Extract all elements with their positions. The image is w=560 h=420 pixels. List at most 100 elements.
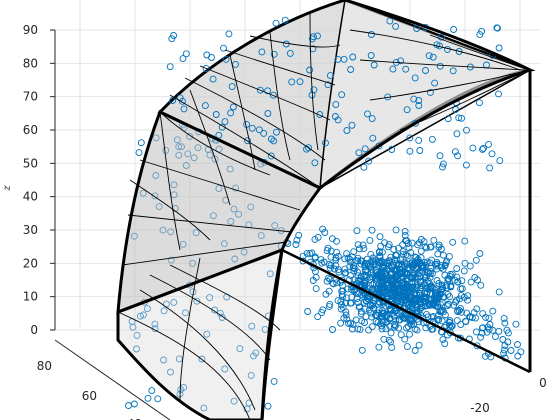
- data-point: [148, 387, 156, 395]
- data-point: [363, 293, 371, 301]
- data-point: [366, 301, 374, 309]
- data-point: [464, 292, 472, 300]
- data-point: [281, 16, 289, 24]
- data-point: [360, 163, 368, 171]
- data-point: [449, 238, 457, 246]
- data-point: [368, 226, 376, 234]
- data-point: [503, 326, 511, 334]
- data-point: [272, 19, 280, 27]
- data-point: [431, 292, 439, 300]
- data-point: [376, 233, 384, 241]
- data-point: [133, 331, 141, 339]
- data-point: [449, 67, 457, 75]
- data-point: [308, 35, 316, 43]
- z-tick-label: 70: [23, 90, 38, 104]
- data-point: [353, 227, 361, 235]
- data-point: [443, 302, 451, 310]
- data-point: [357, 274, 365, 282]
- wedge-mesh-line: [309, 11, 319, 151]
- data-point: [401, 227, 409, 235]
- data-point: [396, 288, 404, 296]
- wedge-mesh-line: [189, 89, 231, 206]
- data-point: [309, 45, 317, 53]
- data-point: [429, 313, 437, 320]
- data-point: [200, 404, 208, 412]
- data-point: [512, 320, 520, 328]
- data-point: [486, 164, 494, 172]
- data-point: [359, 241, 367, 249]
- data-point: [439, 265, 447, 273]
- data-point: [429, 301, 437, 309]
- data-point: [447, 282, 455, 290]
- data-point: [406, 147, 414, 155]
- data-point: [229, 103, 237, 111]
- data-point: [397, 331, 405, 339]
- data-point: [469, 144, 477, 152]
- data-point: [438, 283, 446, 290]
- data-point: [125, 402, 132, 409]
- data-point: [444, 290, 452, 298]
- data-point: [349, 53, 357, 61]
- data-point: [292, 241, 300, 248]
- data-point: [198, 355, 206, 363]
- data-point: [406, 296, 414, 304]
- data-point: [495, 288, 503, 296]
- data-point: [415, 341, 423, 349]
- data-point: [484, 323, 492, 331]
- data-point: [356, 245, 363, 253]
- data-point: [476, 31, 484, 39]
- wedge-mesh-line: [249, 35, 341, 48]
- data-point: [485, 325, 493, 333]
- data-point: [347, 272, 355, 280]
- data-point: [371, 260, 379, 268]
- data-point: [167, 368, 174, 376]
- data-point: [438, 286, 446, 294]
- wedge-mesh-line: [127, 214, 293, 233]
- data-point: [389, 65, 397, 73]
- data-point: [386, 264, 394, 272]
- data-point: [166, 63, 174, 71]
- wedge-edge-back-top: [344, 0, 531, 72]
- data-point: [416, 147, 424, 154]
- data-point: [227, 109, 235, 117]
- wedge-mesh-line: [129, 179, 211, 241]
- data-point: [316, 111, 324, 118]
- data-point: [408, 275, 416, 282]
- data-point: [387, 329, 395, 337]
- data-point: [485, 314, 493, 322]
- data-point: [354, 241, 362, 249]
- data-point: [143, 305, 151, 313]
- x-tick-label: 40: [127, 417, 142, 420]
- data-point: [379, 258, 387, 266]
- data-point: [375, 272, 383, 280]
- data-point: [380, 335, 388, 343]
- data-point: [407, 273, 415, 281]
- data-point: [408, 263, 416, 271]
- data-point: [334, 252, 342, 260]
- data-point: [406, 330, 413, 338]
- data-point: [460, 267, 468, 275]
- data-point: [212, 111, 220, 118]
- data-point: [201, 102, 209, 110]
- data-point: [286, 49, 294, 57]
- data-point: [499, 336, 507, 343]
- wedge-front-faces: [116, 0, 532, 420]
- data-point: [402, 280, 410, 288]
- data-point: [430, 236, 438, 244]
- data-point: [403, 275, 411, 283]
- data-point: [424, 313, 432, 321]
- data-point: [395, 244, 402, 252]
- data-point: [441, 340, 449, 348]
- data-point: [258, 48, 266, 56]
- data-point: [434, 311, 442, 319]
- data-point: [441, 261, 449, 269]
- data-point: [415, 102, 423, 109]
- data-point: [435, 316, 443, 323]
- data-point: [340, 55, 348, 63]
- data-point: [338, 91, 346, 99]
- wedge-mesh-line: [359, 59, 526, 71]
- data-point: [373, 285, 381, 293]
- data-point: [306, 66, 314, 74]
- data-point: [392, 322, 400, 330]
- data-point: [385, 241, 393, 249]
